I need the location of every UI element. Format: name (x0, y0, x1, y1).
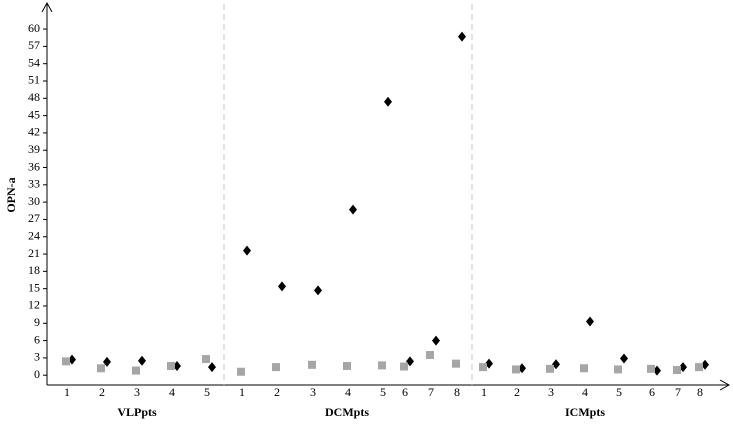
square-point (695, 363, 703, 372)
y-tick-label: 45 (28, 107, 40, 121)
y-tick-label: 57 (28, 38, 40, 52)
x-tick-label: 6 (649, 385, 655, 399)
y-tick-label: 21 (28, 246, 40, 260)
x-axis-arrow (719, 379, 731, 391)
square-point (272, 363, 280, 372)
square-point (452, 359, 460, 368)
square-point (308, 360, 316, 369)
group-label: VLPpts (117, 405, 157, 419)
square-point (202, 355, 210, 364)
x-tick-label: 4 (169, 385, 175, 399)
x-tick-label: 2 (274, 385, 280, 399)
square-point (167, 361, 175, 370)
y-tick-label: 6 (34, 332, 40, 346)
x-tick-label: 3 (548, 385, 554, 399)
square-point (512, 365, 520, 374)
square-point (132, 366, 140, 375)
square-point (97, 364, 105, 373)
square-point (400, 362, 408, 371)
y-tick-label: 42 (28, 125, 40, 139)
diamond-point (314, 285, 322, 296)
x-tick-label: 8 (454, 385, 460, 399)
diamond-point (384, 96, 392, 107)
x-tick-label: 5 (380, 385, 386, 399)
y-tick-label: 12 (28, 298, 40, 312)
y-tick-label: 33 (28, 177, 40, 191)
y-tick-label: 24 (28, 228, 40, 242)
diamond-point (278, 281, 286, 292)
y-tick-label: 0 (34, 367, 40, 381)
y-tick-label: 51 (28, 73, 40, 87)
x-tick-label: 4 (582, 385, 588, 399)
y-axis-arrow (41, 1, 53, 13)
group-label: ICMpts (565, 405, 605, 419)
square-point (343, 361, 351, 370)
x-tick-label: 7 (675, 385, 681, 399)
x-tick-label: 6 (402, 385, 408, 399)
y-tick-label: 27 (28, 211, 40, 225)
y-tick-label: 9 (34, 315, 40, 329)
y-axis-label: OPN-a (4, 177, 18, 212)
diamond-point (432, 335, 440, 346)
y-tick-label: 60 (28, 21, 40, 35)
y-tick-label: 36 (28, 159, 40, 173)
x-tick-label: 3 (134, 385, 140, 399)
x-tick-label: 8 (697, 385, 703, 399)
x-tick-label: 7 (428, 385, 434, 399)
x-tick-label: 2 (514, 385, 520, 399)
diamond-point (586, 316, 594, 327)
y-tick-label: 15 (28, 280, 40, 294)
diamond-point (620, 353, 628, 364)
x-tick-label: 1 (64, 385, 70, 399)
y-tick-label: 18 (28, 263, 40, 277)
y-tick-label: 48 (28, 90, 40, 104)
y-tick-label: 30 (28, 194, 40, 208)
diamond-point (138, 355, 146, 366)
y-tick-label: 54 (28, 55, 40, 69)
diamond-point (243, 245, 251, 256)
x-tick-label: 3 (310, 385, 316, 399)
diamond-point (208, 362, 216, 373)
y-tick-label: 3 (34, 350, 40, 364)
square-point (378, 361, 386, 370)
square-point (614, 365, 622, 374)
y-tick-label: 39 (28, 142, 40, 156)
square-point (673, 366, 681, 375)
x-tick-label: 5 (204, 385, 210, 399)
square-point (237, 367, 245, 376)
x-tick-label: 4 (345, 385, 351, 399)
group-label: DCMpts (325, 405, 369, 419)
x-tick-label: 2 (99, 385, 105, 399)
square-point (479, 363, 487, 372)
square-point (580, 364, 588, 373)
x-tick-label: 1 (239, 385, 245, 399)
square-point (647, 364, 655, 373)
square-point (546, 364, 554, 373)
x-tick-label: 5 (616, 385, 622, 399)
diamond-point (458, 31, 466, 42)
diamond-point (349, 204, 357, 215)
x-tick-label: 1 (481, 385, 487, 399)
square-point (426, 351, 434, 360)
square-point (62, 357, 70, 366)
